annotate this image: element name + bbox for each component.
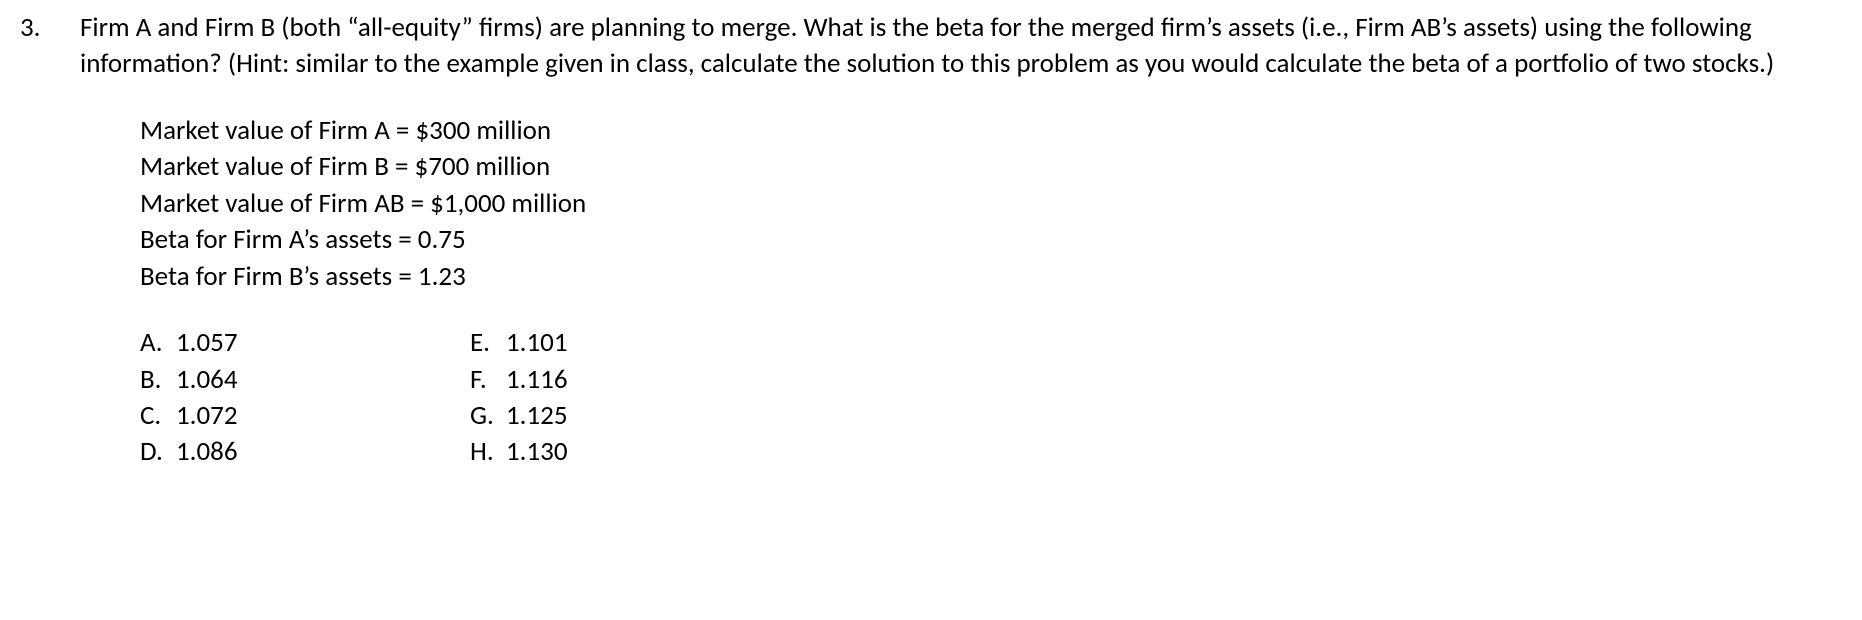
options-column-1: A. 1.057 B. 1.064 C. 1.072 D. 1.086 (140, 325, 470, 471)
option-value: 1.101 (506, 325, 568, 361)
option-letter: A. (140, 325, 176, 361)
option-letter: B. (140, 362, 176, 398)
option-letter: E. (470, 325, 506, 361)
option-value: 1.116 (506, 362, 568, 398)
option-letter: C. (140, 398, 176, 434)
question-stem: Firm A and Firm B (both “all-equity” fir… (80, 10, 1842, 83)
option-g: G. 1.125 (470, 398, 568, 434)
option-value: 1.086 (176, 434, 238, 470)
question-block: 3. Firm A and Firm B (both “all-equity” … (0, 0, 1862, 481)
option-value: 1.130 (506, 434, 568, 470)
option-value: 1.125 (506, 398, 568, 434)
data-line: Market value of Firm AB = $1,000 million (140, 186, 1842, 222)
question-data-block: Market value of Firm A = $300 million Ma… (140, 113, 1842, 295)
option-letter: F. (470, 362, 506, 398)
option-a: A. 1.057 (140, 325, 470, 361)
option-value: 1.072 (176, 398, 238, 434)
answer-options: A. 1.057 B. 1.064 C. 1.072 D. 1.086 (140, 325, 1842, 471)
option-h: H. 1.130 (470, 434, 568, 470)
data-line: Beta for Firm A’s assets = 0.75 (140, 222, 1842, 258)
data-line: Beta for Firm B’s assets = 1.23 (140, 259, 1842, 295)
option-b: B. 1.064 (140, 362, 470, 398)
option-c: C. 1.072 (140, 398, 470, 434)
data-line: Market value of Firm A = $300 million (140, 113, 1842, 149)
option-letter: G. (470, 398, 506, 434)
options-column-2: E. 1.101 F. 1.116 G. 1.125 H. 1.130 (470, 325, 568, 471)
option-value: 1.057 (176, 325, 238, 361)
option-d: D. 1.086 (140, 434, 470, 470)
question-row: 3. Firm A and Firm B (both “all-equity” … (20, 10, 1842, 471)
option-f: F. 1.116 (470, 362, 568, 398)
option-value: 1.064 (176, 362, 238, 398)
option-e: E. 1.101 (470, 325, 568, 361)
question-number: 3. (20, 10, 80, 46)
question-body: Firm A and Firm B (both “all-equity” fir… (80, 10, 1842, 471)
option-letter: H. (470, 434, 506, 470)
option-letter: D. (140, 434, 176, 470)
data-line: Market value of Firm B = $700 million (140, 149, 1842, 185)
